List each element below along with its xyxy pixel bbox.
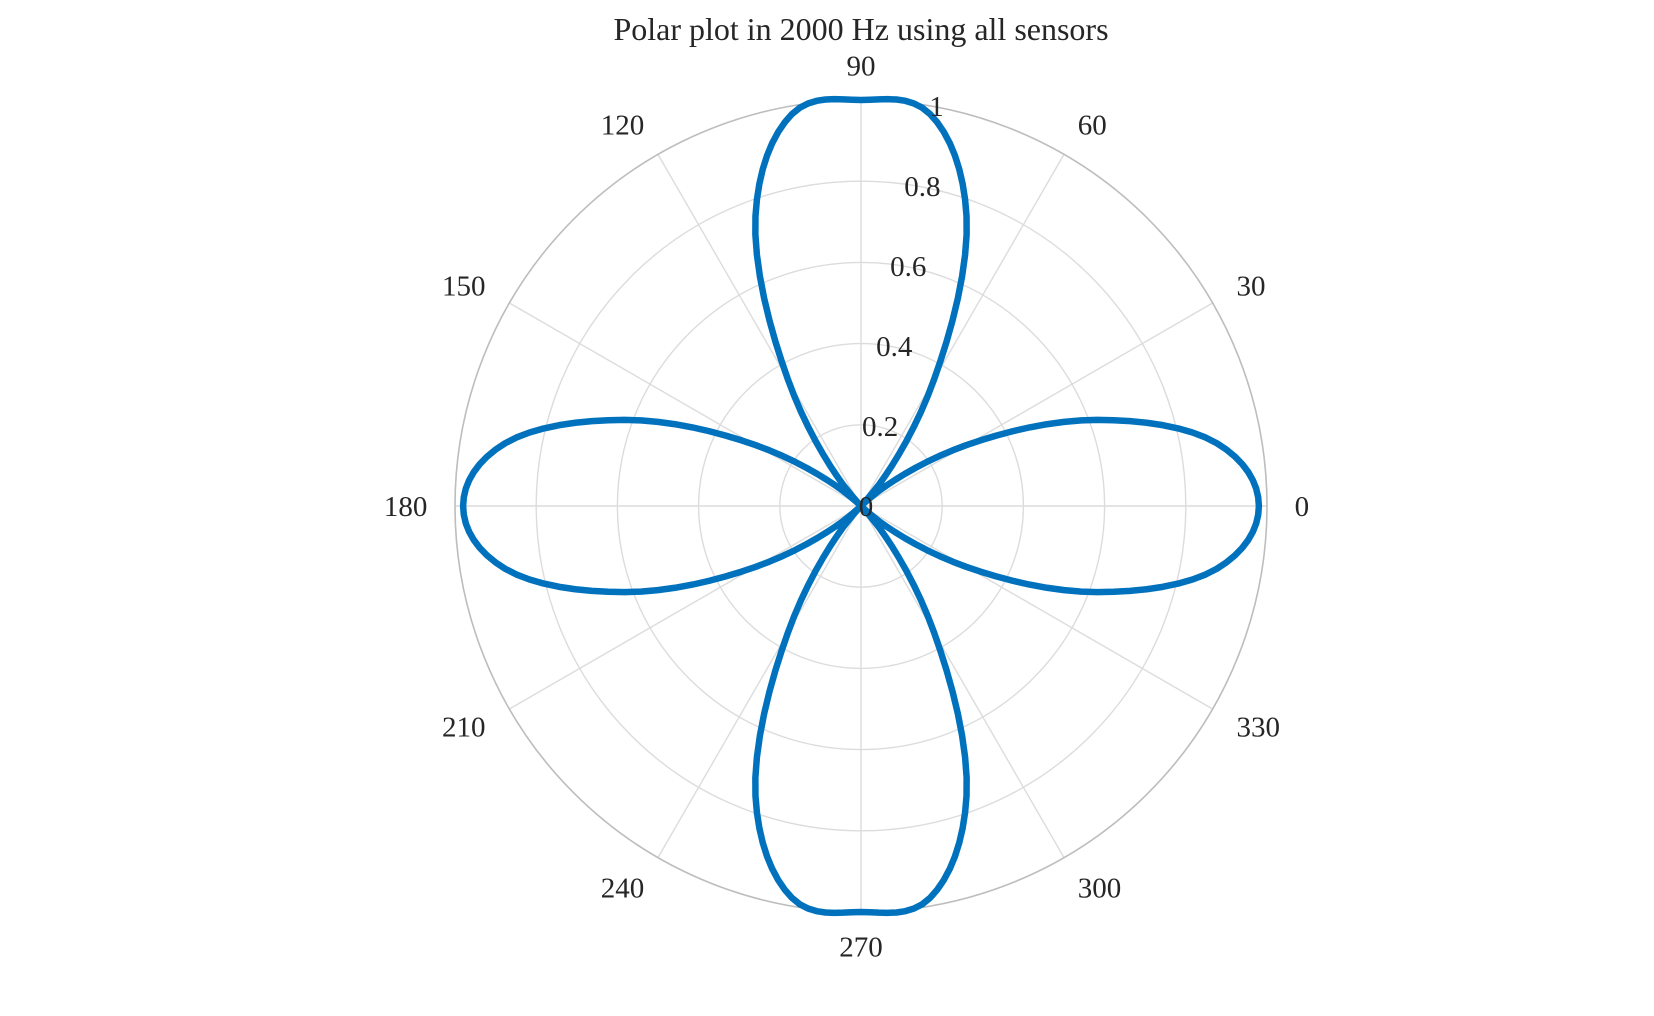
series-layer [459, 95, 1263, 917]
theta-tick-label-330: 330 [1237, 711, 1281, 743]
r-tick-label-0.2: 0.2 [862, 411, 898, 443]
r-tick-labels: 0 0.2 0.4 0.6 0.8 1 [859, 91, 944, 523]
theta-gridline-330 [860, 505, 1213, 710]
theta-gridline-30 [860, 302, 1213, 507]
r-tick-label-0.4: 0.4 [876, 331, 913, 363]
theta-tick-label-300: 300 [1078, 873, 1122, 905]
theta-tick-label-270: 270 [839, 932, 883, 964]
theta-gridline-240 [657, 505, 862, 858]
r-tick-label-0.6: 0.6 [890, 251, 926, 283]
theta-tick-label-90: 90 [847, 50, 876, 82]
theta-tick-labels: 0 30 60 90 120 150 180 210 240 270 300 330 [384, 50, 1309, 963]
theta-tick-label-240: 240 [601, 873, 645, 905]
theta-gridline-210 [509, 505, 862, 710]
series-line-1 [459, 95, 1263, 917]
r-gridline-0.2 [779, 424, 943, 588]
r-tick-label-0: 0 [859, 491, 874, 523]
theta-tick-label-150: 150 [442, 271, 486, 303]
r-gridline-0.4 [697, 342, 1025, 670]
theta-tick-label-180: 180 [384, 491, 428, 523]
r-tick-label-0.8: 0.8 [904, 171, 940, 203]
theta-tick-label-30: 30 [1237, 271, 1266, 303]
theta-gridline-60 [860, 154, 1065, 507]
theta-gridline-120 [657, 154, 862, 507]
theta-tick-label-60: 60 [1078, 109, 1107, 141]
theta-gridline-150 [509, 302, 862, 507]
theta-tick-label-120: 120 [601, 109, 645, 141]
theta-gridline-300 [860, 505, 1065, 858]
theta-tick-label-0: 0 [1295, 491, 1310, 523]
r-gridline-0.6 [616, 261, 1106, 751]
r-tick-label-1: 1 [929, 91, 944, 123]
theta-tick-label-210: 210 [442, 711, 486, 743]
r-gridline-0.8 [535, 180, 1187, 832]
chart-title: Polar plot in 2000 Hz using all sensors [613, 11, 1108, 47]
